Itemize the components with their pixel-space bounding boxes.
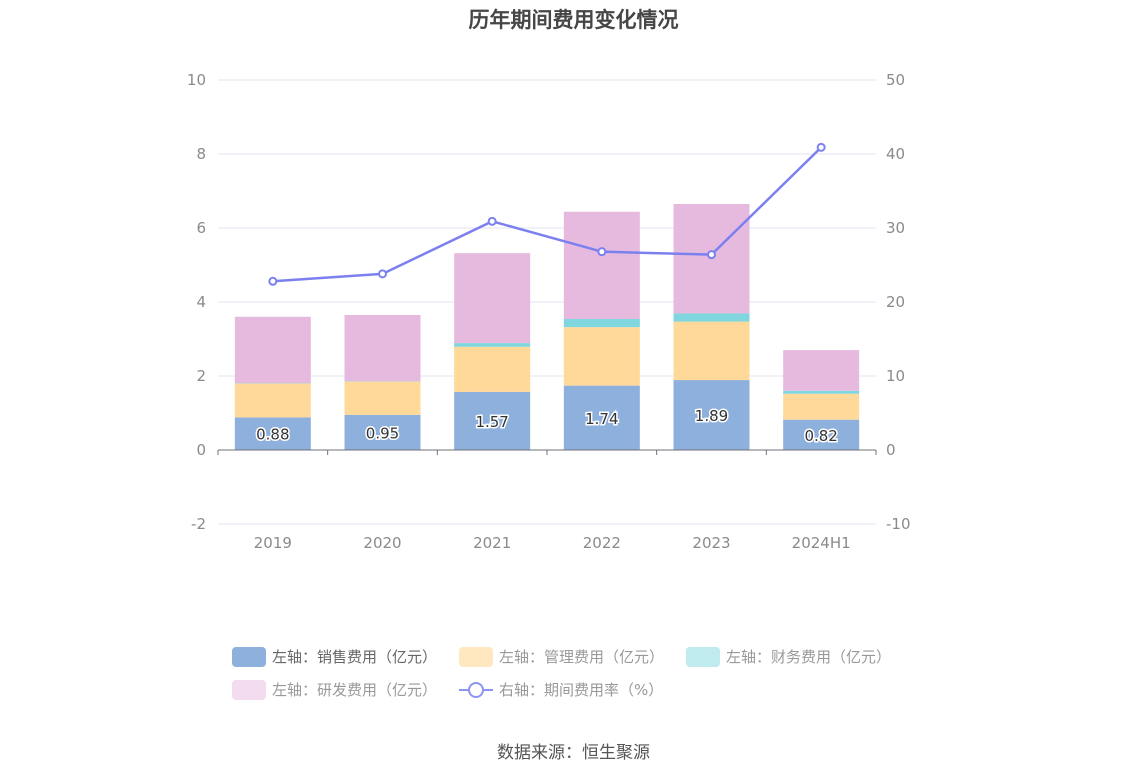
bar-sales [563,385,640,450]
right-axis-tick-label: 10 [886,367,905,385]
bar-label-layer: 0.88 0.95 1.57 1.74 1.89 0.82 [255,406,840,447]
bar-sales [673,380,750,450]
left-axis: -2 0 2 4 6 8 10 [187,71,206,533]
data-label-sales: 0.95 [366,424,399,442]
line-rate-point [268,276,278,286]
bar-admin [234,383,311,418]
left-axis-tick-label: 6 [196,219,206,237]
chart-canvas: -2 0 2 4 6 8 10 -10 0 10 20 30 40 50 2019 2020 2021 202… [187,71,911,552]
right-axis-tick-label: 20 [886,293,905,311]
bar-rd [783,350,860,391]
bar-layer [234,203,860,450]
legend-swatch-rd [232,679,266,700]
x-axis: 2019 2020 2021 2022 2023 2024H1 [217,449,877,552]
legend-label-rate: 右轴：期间费用率（%） [499,681,664,699]
bar-admin [454,346,531,392]
legend-item-rate[interactable]: 右轴：期间费用率（%） [459,679,663,700]
legend-item-rd[interactable]: 左轴：研发费用（亿元） [232,679,437,700]
x-axis-tick-label: 2024H1 [792,534,851,552]
bar-rd [234,316,311,384]
left-axis-tick-label: 10 [187,71,206,89]
bar-admin [344,381,421,415]
legend: 左轴：销售费用（亿元） 左轴：管理费用（亿元） 左轴：财务费用（亿元） 左轴：研… [232,640,932,706]
right-axis-tick-label: 50 [886,71,905,89]
x-axis-tick-label: 2020 [363,534,401,552]
left-axis-tick-label: 2 [196,367,206,385]
legend-label-sales: 左轴：销售费用（亿元） [272,648,438,666]
bar-rd [563,211,640,320]
left-axis-tick-label: -2 [191,515,206,533]
legend-swatch-rate [459,680,494,700]
bar-sales [783,419,860,450]
bar-finance [783,390,860,394]
x-axis-tick-label: 2023 [692,534,730,552]
right-axis-tick-label: -10 [886,515,911,533]
bar-finance [673,313,750,322]
right-axis-tick-label: 30 [886,219,905,237]
left-axis-tick-label: 8 [196,145,206,163]
bar-admin [673,321,750,381]
data-label-sales: 1.57 [475,413,508,431]
right-axis-tick-label: 0 [886,441,896,459]
bar-admin [563,327,640,386]
left-axis-tick-label: 0 [196,441,206,459]
bar-rd [454,253,531,344]
bar-rd [344,314,421,382]
data-label-sales: 1.74 [585,410,618,428]
x-axis-tick-label: 2019 [254,534,292,552]
bar-sales [454,391,531,450]
bar-admin [783,393,860,420]
line-rate-point [378,269,387,279]
legend-label-rd: 左轴：研发费用（亿元） [272,681,438,699]
data-source: 数据来源：恒生聚源 [497,743,650,763]
legend-swatch-admin [459,646,494,667]
line-rate-point [816,142,826,152]
legend-item-sales[interactable]: 左轴：销售费用（亿元） [232,646,437,667]
bar-sales [344,414,421,450]
data-label-sales: 0.88 [256,426,289,444]
legend-item-admin[interactable]: 左轴：管理费用（亿元） [459,646,664,667]
legend-label-admin: 左轴：管理费用（亿元） [499,648,665,666]
line-layer [268,142,826,286]
right-axis-tick-label: 40 [886,145,905,163]
legend-item-finance[interactable]: 左轴：财务费用（亿元） [686,646,891,667]
bar-finance [563,319,640,328]
line-rate-point [597,247,607,257]
legend-swatch-finance [686,646,721,667]
data-label-sales: 0.82 [804,427,837,445]
bar-finance [454,343,531,347]
grid-layer [218,79,876,525]
legend-label-finance: 左轴：财务费用（亿元） [726,648,892,666]
line-rate [272,146,823,283]
legend-swatch-sales [232,646,266,667]
x-axis-tick-label: 2022 [583,534,621,552]
chart-title: 历年期间费用变化情况 [468,8,679,32]
data-label-sales: 1.89 [695,407,728,425]
left-axis-tick-label: 4 [196,293,206,311]
x-axis-tick-label: 2021 [473,534,511,552]
bar-sales [234,417,311,450]
line-rate-point [707,250,716,260]
right-axis: -10 0 10 20 30 40 50 [886,71,911,533]
line-rate-point [487,216,497,226]
